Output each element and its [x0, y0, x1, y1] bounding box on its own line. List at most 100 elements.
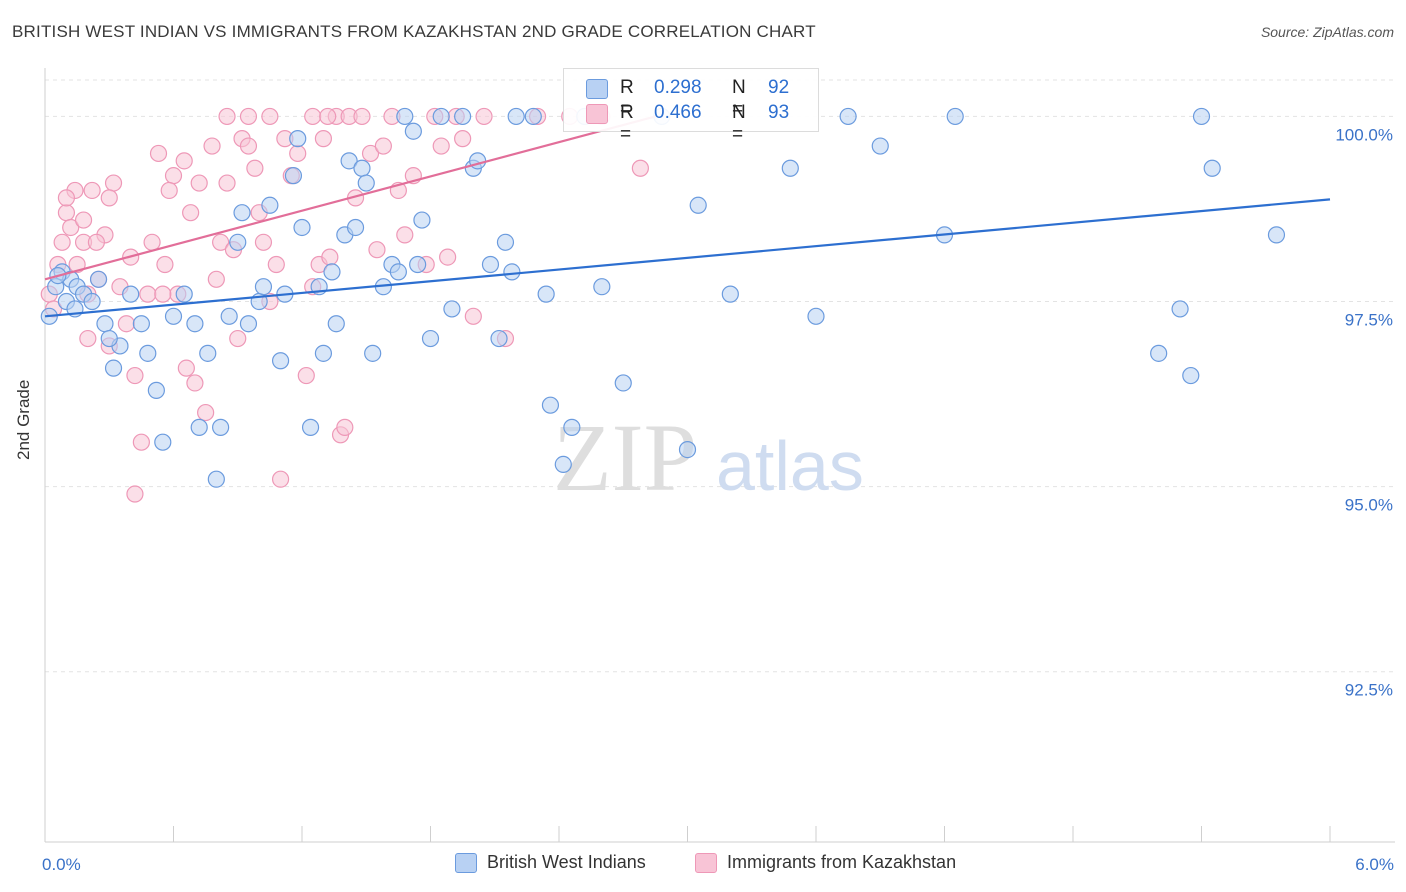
data-point [454, 130, 472, 148]
trend-line-pink [44, 115, 656, 281]
data-point [239, 107, 258, 126]
data-point [346, 218, 365, 237]
data-point [839, 107, 857, 126]
data-point [197, 403, 215, 422]
data-point [1150, 344, 1168, 362]
data-point [154, 285, 172, 303]
data-point [261, 196, 279, 214]
data-point [593, 278, 611, 296]
data-point [104, 174, 123, 192]
data-point [186, 315, 204, 333]
data-point [246, 159, 264, 177]
tick-labels: 100.0% 97.5% 95.0% 92.5% 0.0% 6.0% [42, 125, 1394, 874]
data-point [74, 211, 93, 229]
data-point [239, 137, 258, 155]
data-point [83, 181, 101, 200]
data-point [218, 174, 236, 192]
data-point [177, 359, 195, 377]
data-point [807, 307, 825, 325]
data-point [614, 374, 632, 392]
data-point [62, 218, 80, 237]
data-point [261, 107, 279, 126]
legend-r-value-pink: 0.466 [654, 102, 702, 123]
data-point [289, 130, 307, 148]
data-point [443, 300, 461, 318]
legend-r-value-blue: 0.298 [654, 77, 702, 98]
x-tick-label: 6.0% [1355, 855, 1394, 874]
data-point [297, 366, 315, 385]
data-point [164, 307, 183, 325]
data-point [271, 470, 290, 488]
data-point [57, 204, 76, 222]
data-point [100, 329, 118, 348]
data-point [946, 107, 964, 126]
data-point [304, 107, 322, 126]
data-point [340, 152, 358, 170]
data-point [464, 307, 482, 325]
data-point [321, 248, 339, 266]
data-point [132, 315, 150, 333]
data-point [207, 270, 225, 288]
data-point [139, 285, 157, 303]
data-point [678, 440, 697, 459]
data-point [389, 263, 407, 281]
correlation-legend: R = 0.298 N = 92 R = 0.466 N = 93 [563, 68, 819, 145]
y-tick-label: 100.0% [1335, 125, 1393, 144]
data-point [524, 107, 542, 126]
legend-swatch-pink [586, 104, 608, 124]
data-point [689, 196, 707, 214]
data-point [871, 137, 889, 155]
data-point [541, 396, 560, 414]
trend-line-blue [44, 198, 1331, 318]
data-point [156, 255, 174, 274]
data-point [57, 189, 76, 207]
y-tick-label: 92.5% [1345, 681, 1393, 700]
data-point [781, 159, 799, 177]
data-point [83, 292, 101, 311]
data-point [104, 359, 123, 377]
data-point [147, 381, 165, 399]
data-point [432, 107, 450, 126]
data-point [229, 233, 247, 251]
data-point [239, 315, 258, 333]
data-point [481, 255, 500, 274]
data-point [490, 329, 508, 348]
legend-swatch-blue [586, 79, 608, 99]
legend-r-label: R = [620, 77, 634, 120]
watermark: ZIP atlas [553, 404, 864, 511]
series-legend: British West Indians Immigrants from Kaz… [0, 850, 1406, 878]
data-point [218, 107, 236, 126]
x-tick-label: 0.0% [42, 855, 81, 874]
data-point [271, 352, 290, 370]
data-point [336, 418, 354, 436]
data-point [254, 278, 273, 296]
watermark-atlas: atlas [716, 427, 864, 505]
legend-swatch-blue [455, 853, 477, 873]
data-point [507, 107, 525, 126]
legend-n-value-pink: 93 [768, 102, 790, 123]
data-point [139, 344, 157, 362]
data-point [409, 255, 427, 274]
data-point [190, 418, 208, 436]
data-point [203, 137, 221, 155]
series-british-west-indians [40, 107, 1286, 488]
data-point [496, 233, 515, 251]
data-point [503, 263, 521, 281]
data-point [175, 152, 193, 170]
data-point [404, 122, 422, 140]
legend-label-immigrants-from-kazakhstan: Immigrants from Kazakhstan [727, 852, 957, 872]
data-point [319, 107, 337, 126]
data-point [254, 233, 273, 251]
data-point [413, 211, 431, 229]
data-point [314, 344, 333, 362]
data-point [353, 107, 371, 126]
data-point [199, 344, 217, 362]
data-point [314, 130, 333, 148]
data-point [229, 329, 247, 348]
data-point [1267, 226, 1286, 244]
data-point [454, 107, 472, 126]
data-point [301, 418, 320, 436]
data-point [122, 285, 140, 303]
data-point [207, 470, 225, 488]
